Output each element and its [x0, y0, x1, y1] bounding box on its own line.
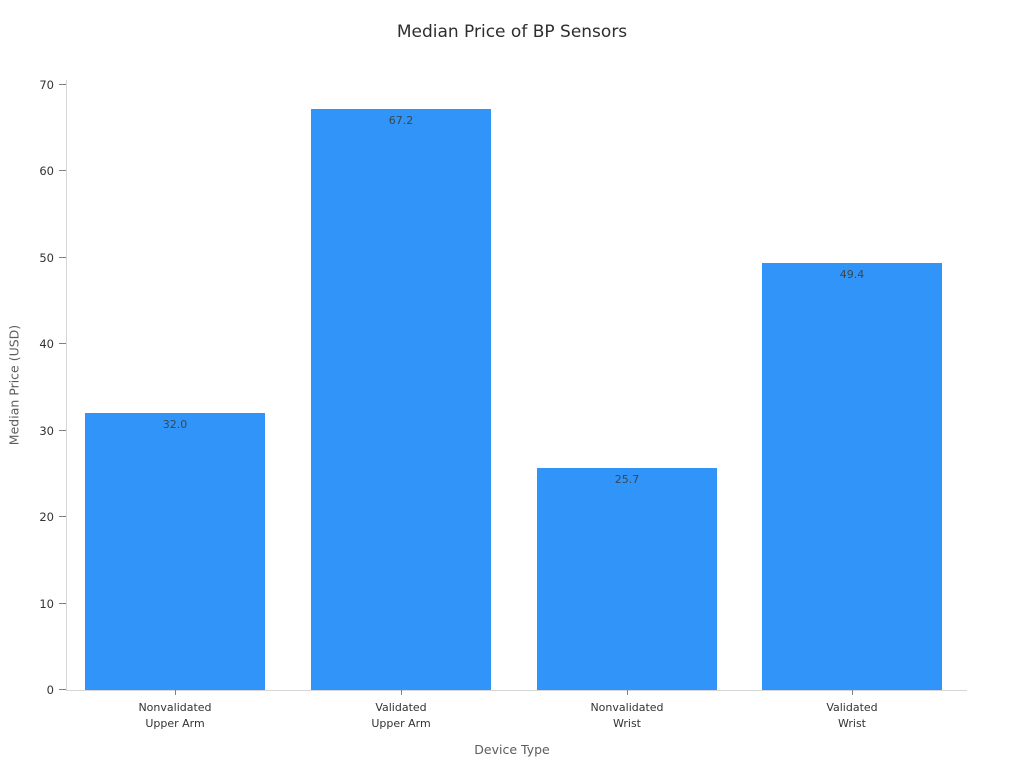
y-tick: [59, 84, 66, 85]
y-tick-label: 20: [39, 510, 54, 525]
x-tick-label-line: Validated: [826, 701, 878, 714]
bar-value-label: 67.2: [388, 114, 414, 128]
chart-title: Median Price of BP Sensors: [396, 22, 628, 42]
bar-value-label: 25.7: [614, 472, 640, 486]
y-tick-label: 40: [39, 337, 54, 352]
y-tick: [59, 602, 66, 604]
y-tick: [59, 170, 66, 172]
x-tick: [175, 690, 176, 695]
y-tick: [59, 256, 66, 258]
x-tick-label: Nonvalidated Wrist: [537, 700, 717, 732]
bar: 49.4: [762, 263, 942, 690]
x-tick-label-line: Upper Arm: [371, 717, 431, 730]
x-tick: [852, 690, 853, 695]
y-tick: [59, 516, 66, 518]
y-tick-label: 0: [46, 683, 54, 697]
y-tick-label: 70: [39, 78, 54, 92]
plot-area: 0 10 20 30 40 50 60 70 32.0 Nonvalidated Upper Arm…: [39, 78, 967, 730]
bar-value-label: 32.0: [162, 418, 188, 432]
x-tick: [627, 690, 628, 695]
bar: 25.7: [537, 467, 717, 690]
x-tick-label-line: Wrist: [612, 717, 641, 730]
y-tick-label: 60: [39, 164, 54, 179]
x-tick-label-line: Upper Arm: [145, 717, 205, 730]
x-tick-label: Validated Upper Arm: [311, 700, 491, 732]
x-axis-title: Device Type: [474, 742, 550, 757]
bar: 67.2: [311, 109, 491, 690]
y-tick: [59, 689, 66, 690]
y-tick: [59, 429, 66, 431]
x-tick-label-line: Nonvalidated: [590, 701, 664, 714]
x-tick-label-line: Nonvalidated: [138, 701, 212, 714]
y-tick-label: 50: [39, 250, 54, 265]
bar-value-label: 49.4: [839, 268, 865, 282]
x-tick-label: Nonvalidated Upper Arm: [85, 700, 265, 732]
bar: 32.0: [85, 413, 265, 690]
y-tick-label: 30: [39, 423, 54, 438]
y-tick: [59, 343, 66, 345]
y-axis-title: Median Price (USD): [6, 324, 22, 446]
x-tick-label: Validated Wrist: [762, 700, 942, 732]
x-tick-label-line: Wrist: [837, 717, 866, 730]
y-tick-label: 10: [39, 596, 54, 611]
x-tick-label-line: Validated: [375, 701, 427, 714]
x-tick: [401, 690, 402, 695]
